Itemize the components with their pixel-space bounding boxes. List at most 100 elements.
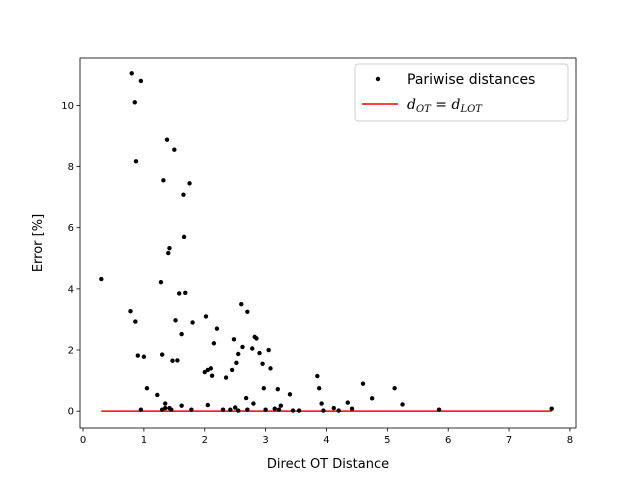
scatter-point <box>138 407 144 412</box>
scatter-point <box>189 407 194 412</box>
legend-scatter-marker <box>375 76 381 82</box>
scatter-point <box>275 386 280 392</box>
scatter-point <box>163 405 168 411</box>
scatter-point <box>183 290 188 296</box>
y-axis-label: Error [%] <box>31 214 46 272</box>
scatter-point <box>251 401 256 406</box>
scatter-point <box>135 353 141 358</box>
scatter-point <box>129 71 134 76</box>
scatter-point <box>144 386 150 391</box>
scatter-point <box>181 192 186 197</box>
scatter-point <box>278 403 284 408</box>
scatter-point <box>245 309 250 315</box>
scatter-point <box>261 386 266 391</box>
scatter-point <box>177 291 182 296</box>
scatter-point <box>250 346 255 351</box>
legend-scatter-label: Pariwise distances <box>407 72 535 88</box>
scatter-point <box>266 347 271 353</box>
legend: Pariwise distances dOT = dLOT <box>354 63 569 122</box>
legend-box <box>354 63 569 122</box>
scatter-point <box>159 352 165 357</box>
scatter-point <box>170 358 175 363</box>
scatter-point <box>263 407 268 412</box>
scatter-point <box>336 408 341 413</box>
y-tick-label: 10 <box>61 101 74 112</box>
scatter-point <box>132 100 137 105</box>
x-axis: 0 1 2 3 4 5 6 7 8 <box>80 428 573 446</box>
scatter-point <box>208 366 214 371</box>
scatter-point <box>239 301 244 307</box>
scatter-point <box>236 408 241 413</box>
scatter-point <box>369 396 375 401</box>
scatter-point <box>179 331 184 337</box>
scatter-point <box>345 400 350 405</box>
scatter-point <box>234 360 239 366</box>
scatter-point <box>158 279 164 285</box>
x-tick-label: 3 <box>262 435 268 446</box>
scatter-point <box>173 318 178 323</box>
x-tick-label: 4 <box>323 435 329 446</box>
scatter-point <box>133 319 138 324</box>
x-axis-label: Direct OT Distance <box>267 457 389 472</box>
scatter-point <box>296 408 302 413</box>
legend-math-sub2: LOT <box>459 104 483 115</box>
y-tick-label: 0 <box>68 407 74 418</box>
scatter-point <box>228 407 233 412</box>
scatter-point <box>319 401 324 406</box>
scatter-point <box>254 336 259 341</box>
scatter-point <box>205 402 211 408</box>
y-tick-label: 4 <box>68 284 74 295</box>
scatter-point <box>181 234 187 240</box>
legend-line-label: dOT = dLOT <box>407 97 483 115</box>
scatter-point <box>245 407 250 412</box>
scatter-point <box>240 344 245 350</box>
scatter-point <box>349 406 355 411</box>
x-tick-label: 0 <box>80 435 86 446</box>
scatter-point <box>179 403 184 408</box>
scatter-point <box>321 408 326 413</box>
x-tick-label: 1 <box>141 435 147 446</box>
x-tick-label: 7 <box>506 435 512 446</box>
scatter-point <box>549 406 554 411</box>
scatter-point <box>161 178 166 183</box>
x-tick-label: 8 <box>567 435 573 446</box>
legend-math-eq: = <box>431 97 452 113</box>
scatter-point <box>436 407 442 412</box>
scatter-point <box>229 367 235 373</box>
scatter-point <box>169 407 174 412</box>
scatter-point <box>331 405 336 411</box>
scatter-point <box>163 401 168 406</box>
scatter-point <box>268 366 273 371</box>
scatter-point <box>400 402 405 407</box>
scatter-point <box>287 392 293 397</box>
y-axis: 0 2 4 6 8 10 <box>61 101 80 418</box>
legend-math-sub1: OT <box>416 104 432 115</box>
scatter-point <box>243 395 249 401</box>
scatter-point <box>172 147 177 152</box>
scatter-point <box>272 406 277 411</box>
scatter-point <box>187 181 192 186</box>
scatter-point <box>99 276 104 282</box>
scatter-point <box>232 405 238 410</box>
scatter-point <box>138 78 144 84</box>
scatter-point <box>360 381 366 386</box>
scatter-point <box>214 326 220 331</box>
legend-math-d1: d <box>407 97 416 113</box>
scatter-point <box>231 337 237 342</box>
scatter-point <box>316 386 322 391</box>
x-tick-label: 5 <box>384 435 390 446</box>
scatter-point <box>164 137 170 142</box>
scatter-point <box>209 373 215 378</box>
scatter-point <box>223 375 229 380</box>
scatter-point <box>315 373 320 379</box>
y-tick-label: 2 <box>68 346 74 357</box>
x-tick-label: 6 <box>445 435 451 446</box>
x-tick-label: 2 <box>202 435 208 446</box>
scatter-point <box>260 361 265 366</box>
scatter-point <box>392 386 397 391</box>
scatter-point <box>257 350 262 356</box>
scatter-point <box>220 407 226 412</box>
scatter-point <box>175 358 180 363</box>
scatter-point <box>141 354 147 359</box>
scatter-point <box>133 159 139 164</box>
